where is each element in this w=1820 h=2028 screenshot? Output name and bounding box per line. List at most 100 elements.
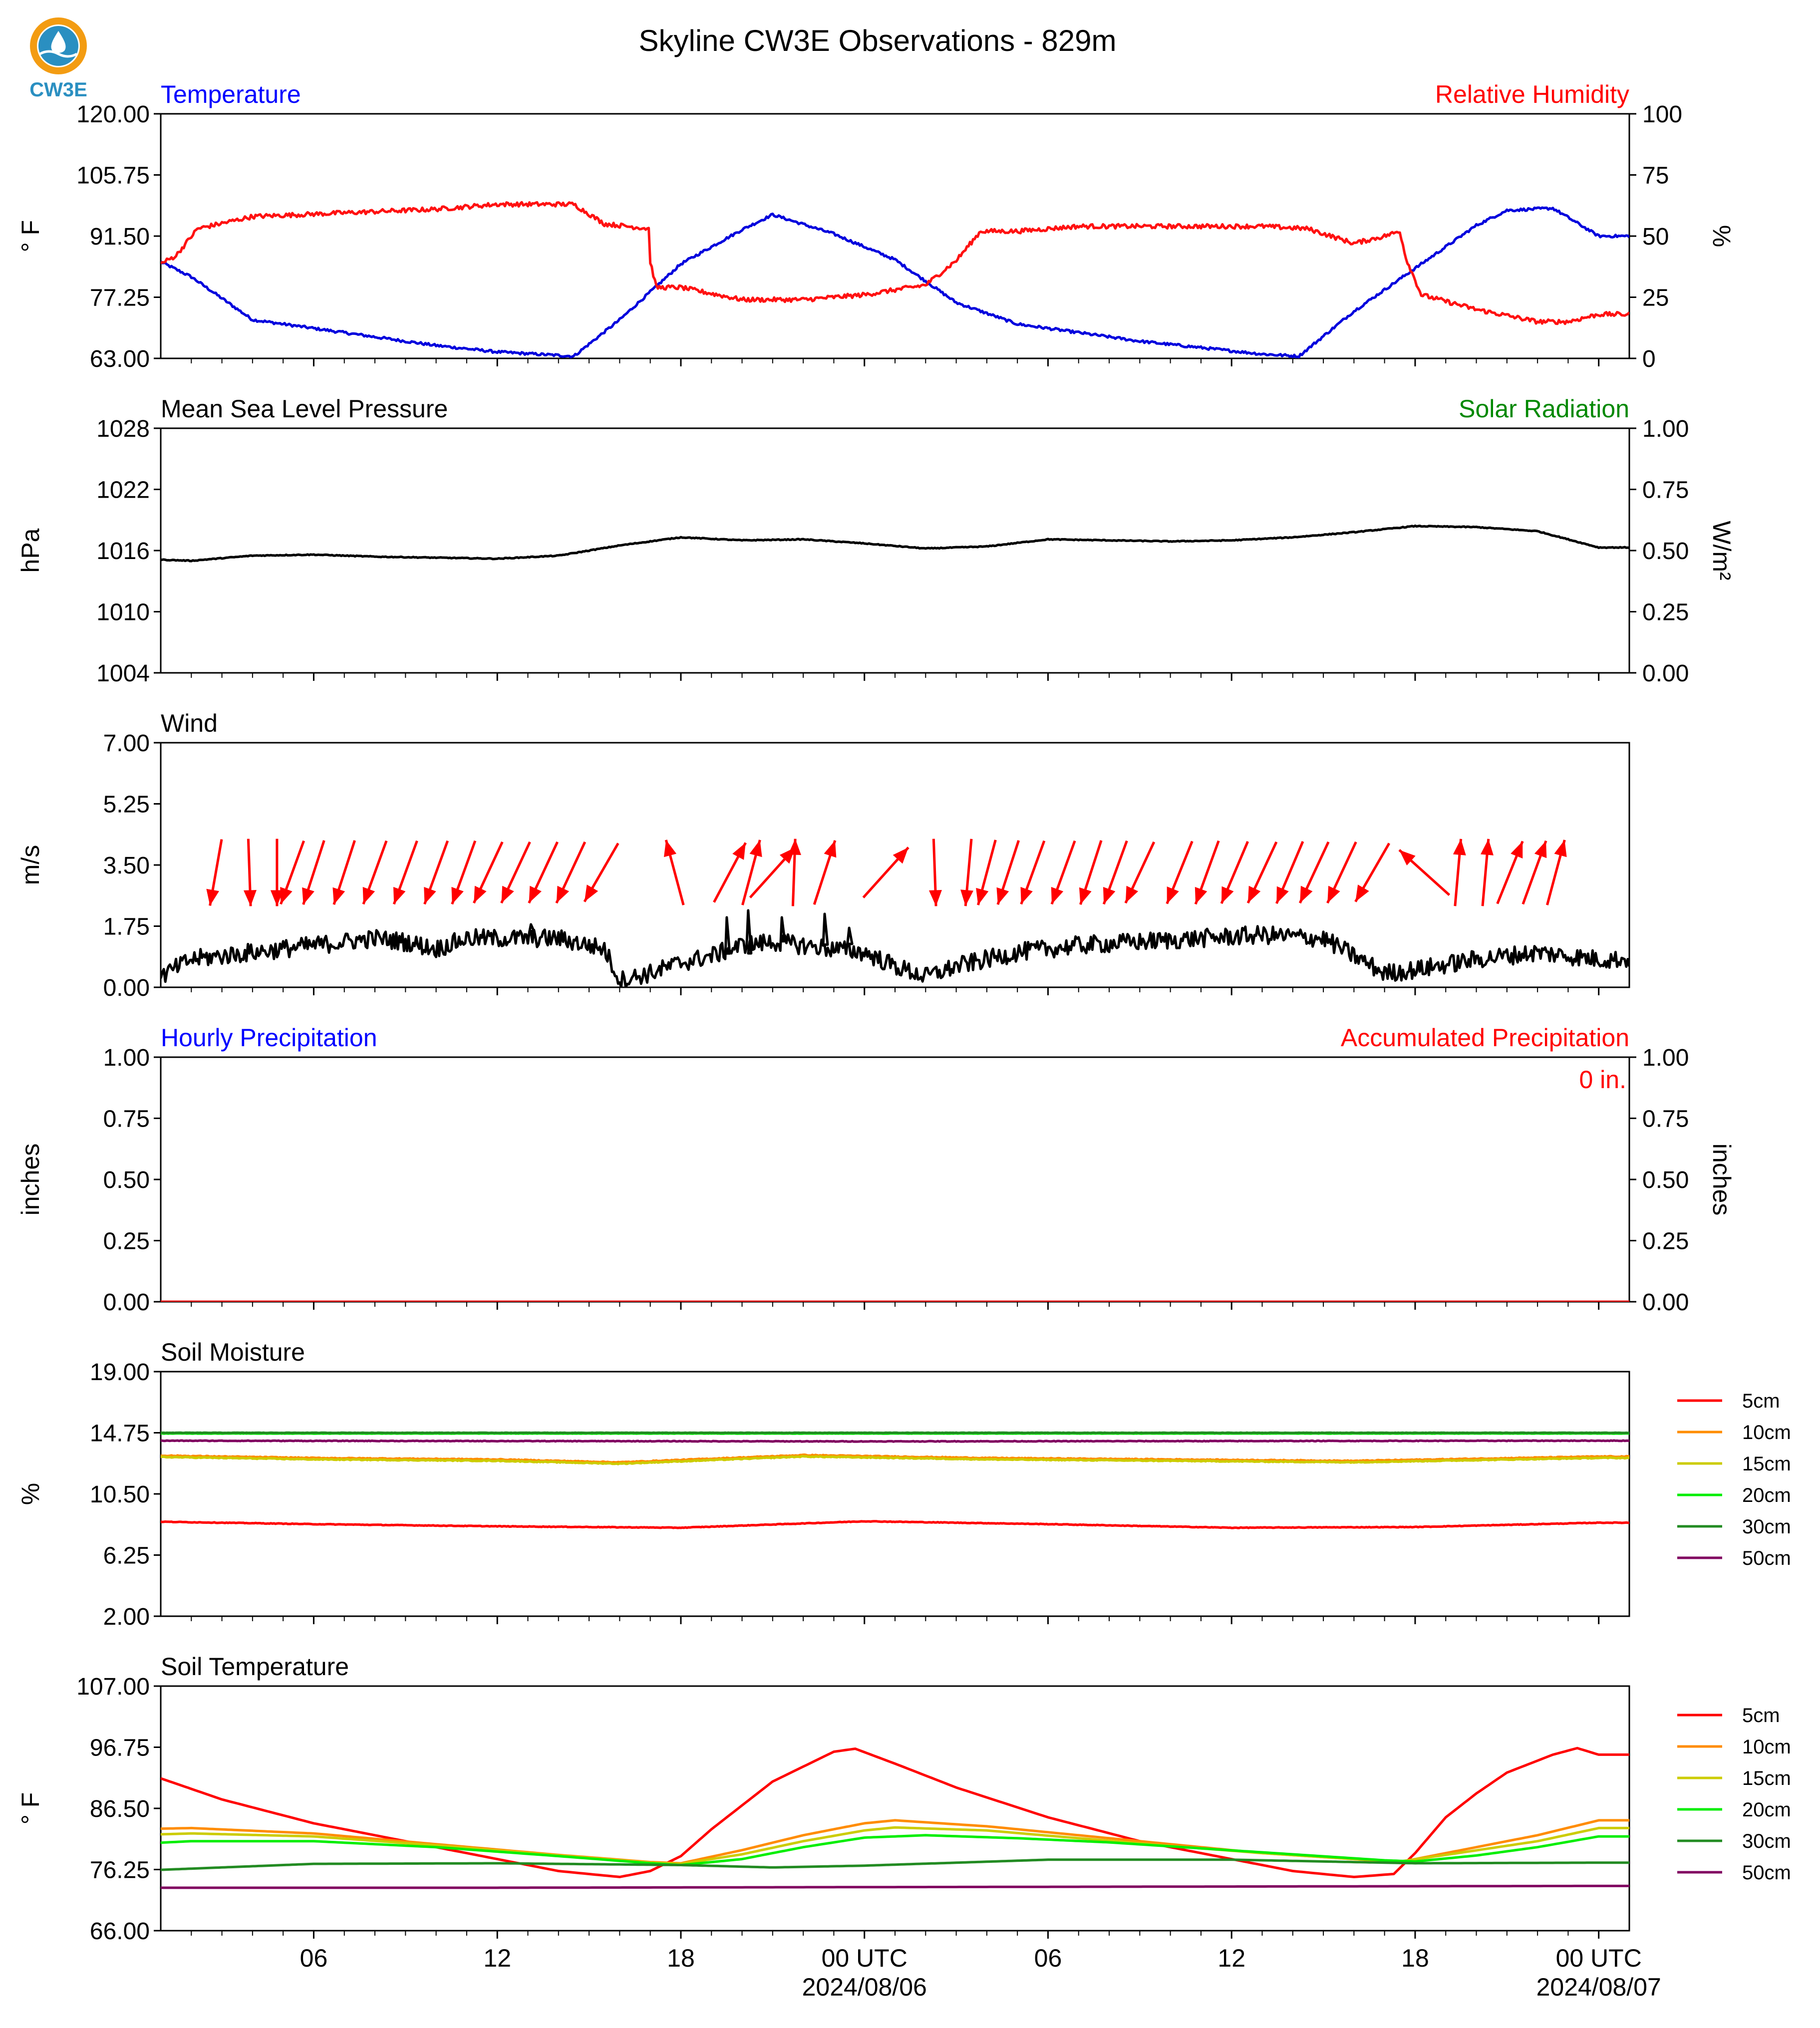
y-axis-label: m/s	[16, 845, 44, 885]
y-tick-label: 6.25	[103, 1543, 150, 1569]
series-line-50cm	[161, 1884, 1629, 1889]
wind-arrow	[1020, 840, 1046, 905]
legend-label: 10cm	[1742, 1736, 1791, 1758]
legend-label: 20cm	[1742, 1484, 1791, 1506]
x-tick-label: 00 UTC	[1556, 1944, 1642, 1972]
y-tick-label-right: 0.50	[1642, 1167, 1689, 1193]
x-date-label: 2024/08/07	[1536, 1973, 1661, 2001]
figure-title: Skyline CW3E Observations - 829m	[638, 24, 1116, 57]
wind-arrow-head	[749, 840, 762, 858]
x-tick-label: 00 UTC	[822, 1944, 908, 1972]
y-tick-label-right: 0.75	[1642, 1106, 1689, 1133]
y-tick-label: 0.00	[103, 1289, 150, 1316]
wind-arrow	[1194, 840, 1220, 905]
y-tick-label: 0.75	[103, 1106, 150, 1133]
plot-frame	[160, 113, 1630, 359]
wind-arrow	[1102, 840, 1128, 905]
y-tick-label-right: 50	[1642, 224, 1669, 250]
y-axis-label: hPa	[16, 528, 44, 573]
wind-arrow	[976, 840, 997, 905]
legend-label: 30cm	[1742, 1516, 1791, 1538]
panel-temp_rh: 120.00 105.75 91.50 77.25 63.00 100 75 50 25 0 Tem…	[16, 80, 1736, 372]
y-tick-label-right: 1.00	[1642, 416, 1689, 442]
wind-arrow-head	[1167, 886, 1179, 904]
wind-arrow	[1275, 841, 1304, 904]
y-tick-label: 14.75	[90, 1421, 150, 1447]
wind-arrow	[528, 841, 559, 904]
wind-arrow-head	[1079, 887, 1092, 905]
wind-arrow-head	[960, 889, 973, 906]
wind-arrow	[1079, 840, 1103, 905]
y-tick-label-right: 0.75	[1642, 477, 1689, 504]
y-tick-label: 1010	[96, 599, 150, 626]
wind-arrow	[423, 840, 449, 905]
x-date-label: 2024/08/06	[802, 1973, 927, 2001]
wind-arrow	[1453, 839, 1466, 906]
wind-arrow	[332, 840, 356, 905]
y-tick-label: 1016	[96, 538, 150, 565]
wind-arrow	[741, 840, 762, 905]
panel-title-right: Accumulated Precipitation	[1341, 1024, 1629, 1052]
wind-arrow	[1481, 839, 1494, 906]
wind-arrow	[555, 841, 587, 904]
y-tick-label: 91.50	[90, 224, 150, 250]
y-tick-label: 86.50	[90, 1796, 150, 1822]
plot-frame	[160, 742, 1630, 988]
wind-arrow-head	[996, 887, 1009, 905]
wind-arrow	[1354, 843, 1391, 902]
wind-arrow	[1521, 840, 1547, 905]
wind-arrow-head	[1276, 886, 1289, 904]
wind-arrow-head	[474, 885, 487, 903]
water-drop-icon	[51, 31, 66, 53]
panel-precip: 1.00 0.75 0.50 0.25 0.00 1.00 0.75 0.50 0.25 0.00…	[16, 1024, 1736, 1316]
x-tick-label: 18	[667, 1944, 695, 1972]
y-axis-label: ° F	[16, 220, 44, 252]
wind-arrow	[996, 840, 1020, 905]
wind-arrow	[206, 839, 223, 906]
x-tick-label: 12	[483, 1944, 511, 1972]
legend-label: 10cm	[1742, 1422, 1791, 1444]
wind-arrow-head	[1554, 840, 1567, 858]
wind-arrow	[270, 839, 284, 906]
panel-title-left: Hourly Precipitation	[161, 1024, 377, 1052]
legend-label: 15cm	[1742, 1453, 1791, 1475]
wind-arrow	[1326, 841, 1357, 904]
wind-arrow	[862, 847, 910, 898]
x-tick-label: 12	[1217, 1944, 1245, 1972]
plot-frame	[160, 1371, 1630, 1617]
y-tick-label-right: 100	[1642, 101, 1682, 128]
y-tick-label: 7.00	[103, 730, 150, 757]
wind-arrow-head	[424, 886, 436, 904]
series-line-50cm	[161, 1439, 1629, 1443]
wind-arrow-head	[362, 886, 375, 904]
y-tick-label-right: 75	[1642, 163, 1669, 189]
wind-arrow-head	[332, 887, 345, 905]
cw3e-logo: CW3E	[29, 17, 87, 101]
wind-arrow-head	[928, 890, 942, 906]
wind-arrow-head	[270, 890, 284, 906]
y-axis-label: inches	[16, 1144, 44, 1216]
x-tick-label: 18	[1401, 1944, 1429, 1972]
y-axis-label-right: inches	[1708, 1144, 1736, 1216]
x-tick-label: 06	[300, 1944, 328, 1972]
wind-arrow	[1246, 841, 1278, 904]
wind-arrow	[813, 840, 837, 905]
legend-label: 20cm	[1742, 1799, 1791, 1821]
series-line-0	[161, 206, 1629, 358]
series-line-5cm	[161, 1746, 1629, 1878]
wind-arrow-head	[529, 885, 542, 903]
wind-arrow-head	[1300, 885, 1313, 903]
y-tick-label: 76.25	[90, 1857, 150, 1884]
legend: 5cm 10cm 15cm 20cm 30cm 50cm	[1677, 1705, 1791, 1884]
y-tick-label-right: 0.50	[1642, 538, 1689, 565]
wind-arrow-head	[1195, 886, 1208, 904]
series-line-5cm	[161, 1520, 1629, 1529]
wind-arrow-head	[451, 886, 464, 904]
y-tick-label: 77.25	[90, 285, 150, 311]
y-tick-label: 1004	[96, 660, 150, 687]
wind-arrow	[1298, 841, 1330, 904]
wind-arrow	[243, 839, 257, 906]
y-tick-label: 19.00	[90, 1359, 150, 1386]
